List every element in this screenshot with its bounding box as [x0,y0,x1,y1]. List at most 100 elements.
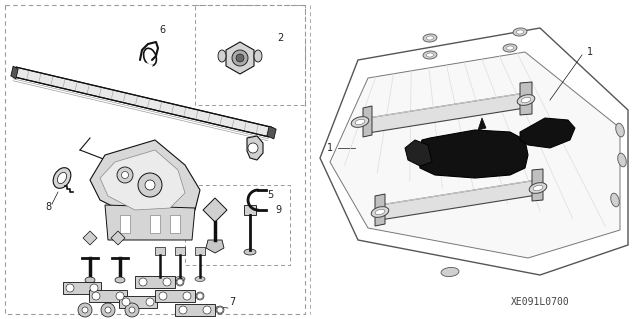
Polygon shape [380,180,537,220]
Bar [244,205,256,215]
Ellipse shape [426,53,433,57]
Text: 6: 6 [159,25,165,35]
Circle shape [117,167,133,183]
Polygon shape [520,118,575,148]
Circle shape [248,143,258,153]
Ellipse shape [503,44,517,52]
Circle shape [203,306,211,314]
Ellipse shape [616,123,624,137]
Bar [155,247,165,255]
Circle shape [101,303,115,317]
Ellipse shape [517,95,535,105]
Polygon shape [83,231,97,245]
Circle shape [139,278,147,286]
Ellipse shape [441,267,459,277]
Circle shape [122,172,129,179]
Text: 2: 2 [277,33,283,43]
Ellipse shape [618,153,627,167]
Circle shape [179,306,187,314]
Circle shape [66,284,74,292]
Text: 1: 1 [587,47,593,57]
Polygon shape [375,194,385,226]
Text: XE091L0700: XE091L0700 [511,297,570,307]
Polygon shape [520,82,532,115]
Ellipse shape [506,46,513,50]
Bar [195,247,205,255]
Bar [175,247,185,255]
Bar [119,296,157,308]
Circle shape [138,173,162,197]
Polygon shape [330,52,620,258]
Polygon shape [111,231,125,245]
Ellipse shape [423,51,437,59]
Bar [63,282,101,294]
Ellipse shape [176,278,184,286]
Polygon shape [320,28,628,275]
Polygon shape [478,118,486,130]
Bar [155,290,195,302]
Circle shape [236,54,244,62]
Circle shape [163,278,171,286]
Text: 7: 7 [229,297,235,307]
Ellipse shape [195,277,205,281]
Polygon shape [368,93,525,133]
Text: 8: 8 [45,202,51,212]
Ellipse shape [351,117,369,127]
Bar [150,215,160,233]
Ellipse shape [58,173,67,183]
Ellipse shape [53,168,71,188]
Text: 4: 4 [269,127,275,137]
Ellipse shape [521,97,531,103]
Polygon shape [105,205,195,240]
Circle shape [90,284,98,292]
Text: 9: 9 [275,205,281,215]
Ellipse shape [516,30,524,34]
Polygon shape [315,10,635,295]
Circle shape [232,50,248,66]
Polygon shape [363,106,372,137]
Circle shape [145,180,155,190]
Polygon shape [267,126,276,139]
Circle shape [217,307,223,313]
Ellipse shape [244,249,256,255]
Circle shape [78,303,92,317]
Polygon shape [247,136,263,160]
Ellipse shape [175,277,185,281]
Circle shape [177,279,183,285]
Ellipse shape [371,207,388,217]
Ellipse shape [254,50,262,62]
Text: 1: 1 [327,143,333,153]
Text: 5: 5 [267,190,273,200]
Ellipse shape [196,292,204,300]
Polygon shape [405,140,432,166]
Ellipse shape [375,209,385,215]
Polygon shape [90,140,200,220]
Circle shape [159,292,167,300]
Polygon shape [226,42,254,74]
Bar [175,304,215,316]
Text: 3: 3 [159,157,165,167]
Ellipse shape [611,193,620,207]
Circle shape [122,298,130,306]
Ellipse shape [513,28,527,36]
Polygon shape [100,150,185,210]
Bar [89,290,127,302]
Polygon shape [206,240,224,253]
Circle shape [129,307,135,313]
Ellipse shape [85,277,95,283]
Polygon shape [14,67,271,137]
Ellipse shape [529,183,547,193]
Polygon shape [203,198,227,222]
Ellipse shape [155,277,165,281]
Bar [135,276,175,288]
Polygon shape [532,169,543,201]
Ellipse shape [355,119,365,125]
Circle shape [116,292,124,300]
Ellipse shape [216,306,224,314]
Circle shape [105,307,111,313]
Bar [170,215,180,233]
Ellipse shape [115,277,125,283]
Bar [120,215,130,233]
Circle shape [125,303,139,317]
Circle shape [146,298,154,306]
